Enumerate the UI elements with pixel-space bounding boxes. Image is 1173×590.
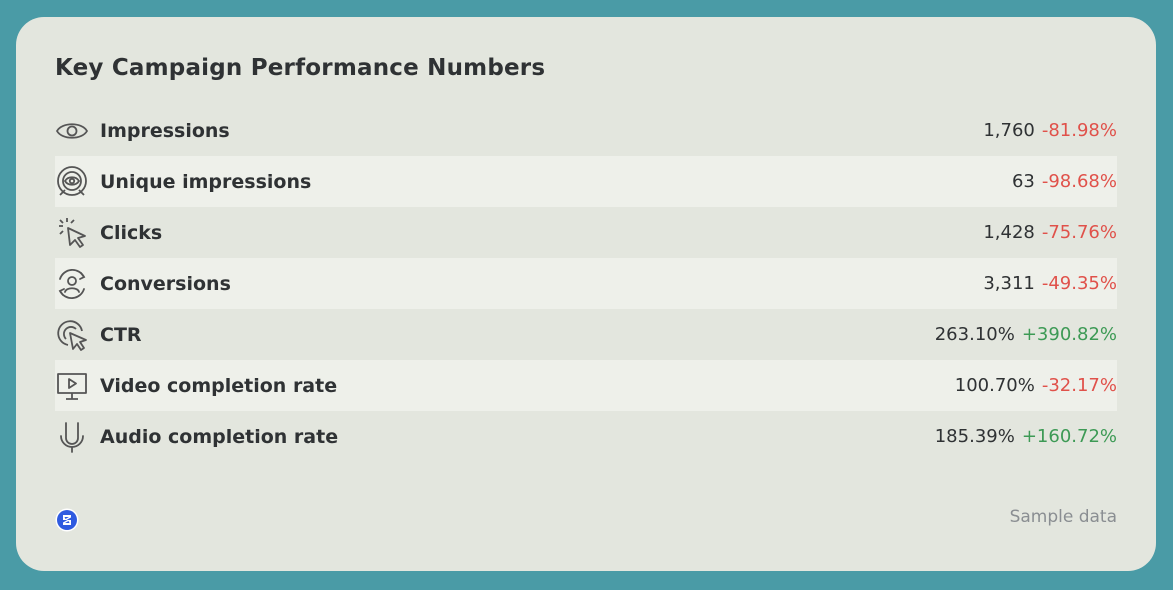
user-cycle-icon — [55, 267, 89, 301]
metric-row-unique-impressions: Unique impressions 63 -98.68% — [55, 156, 1117, 207]
metric-value: 3,311 — [983, 273, 1035, 294]
metric-label: Impressions — [100, 119, 230, 142]
metric-label: Clicks — [100, 221, 163, 244]
metric-change: -98.68% — [1041, 171, 1117, 192]
metric-value: 100.70% — [954, 375, 1035, 396]
eye-icon — [55, 114, 89, 148]
card-title: Key Campaign Performance Numbers — [55, 55, 546, 81]
metric-value: 185.39% — [934, 426, 1015, 447]
metric-label: Video completion rate — [100, 374, 338, 397]
metric-change: -49.35% — [1041, 273, 1117, 294]
metric-label: CTR — [100, 323, 142, 346]
metric-change: -75.76% — [1041, 222, 1117, 243]
brand-logo-icon — [55, 508, 79, 532]
metric-change: +390.82% — [1021, 324, 1117, 345]
metric-row-video-completion: Video completion rate 100.70% -32.17% — [55, 360, 1117, 411]
metric-row-conversions: Conversions 3,311 -49.35% — [55, 258, 1117, 309]
cursor-click-icon — [55, 216, 89, 250]
metrics-list: Impressions 1,760 -81.98% Unique impress… — [55, 105, 1117, 462]
metric-value: 263.10% — [934, 324, 1015, 345]
metric-label: Conversions — [100, 272, 231, 295]
performance-card: Key Campaign Performance Numbers Impress… — [16, 17, 1156, 571]
metric-row-impressions: Impressions 1,760 -81.98% — [55, 105, 1117, 156]
metric-value: 1,760 — [983, 120, 1035, 141]
metric-change: -81.98% — [1041, 120, 1117, 141]
microphone-icon — [55, 420, 89, 454]
metric-row-ctr: CTR 263.10% +390.82% — [55, 309, 1117, 360]
video-monitor-icon — [55, 369, 89, 403]
sample-data-note: Sample data — [1009, 507, 1117, 527]
metric-label: Unique impressions — [100, 170, 312, 193]
metric-value: 1,428 — [983, 222, 1035, 243]
metric-change: -32.17% — [1041, 375, 1117, 396]
metric-row-audio-completion: Audio completion rate 185.39% +160.72% — [55, 411, 1117, 462]
target-cursor-icon — [55, 318, 89, 352]
metric-value: 63 — [1011, 171, 1035, 192]
metric-row-clicks: Clicks 1,428 -75.76% — [55, 207, 1117, 258]
metric-label: Audio completion rate — [100, 425, 339, 448]
target-eye-icon — [55, 165, 89, 199]
metric-change: +160.72% — [1021, 426, 1117, 447]
